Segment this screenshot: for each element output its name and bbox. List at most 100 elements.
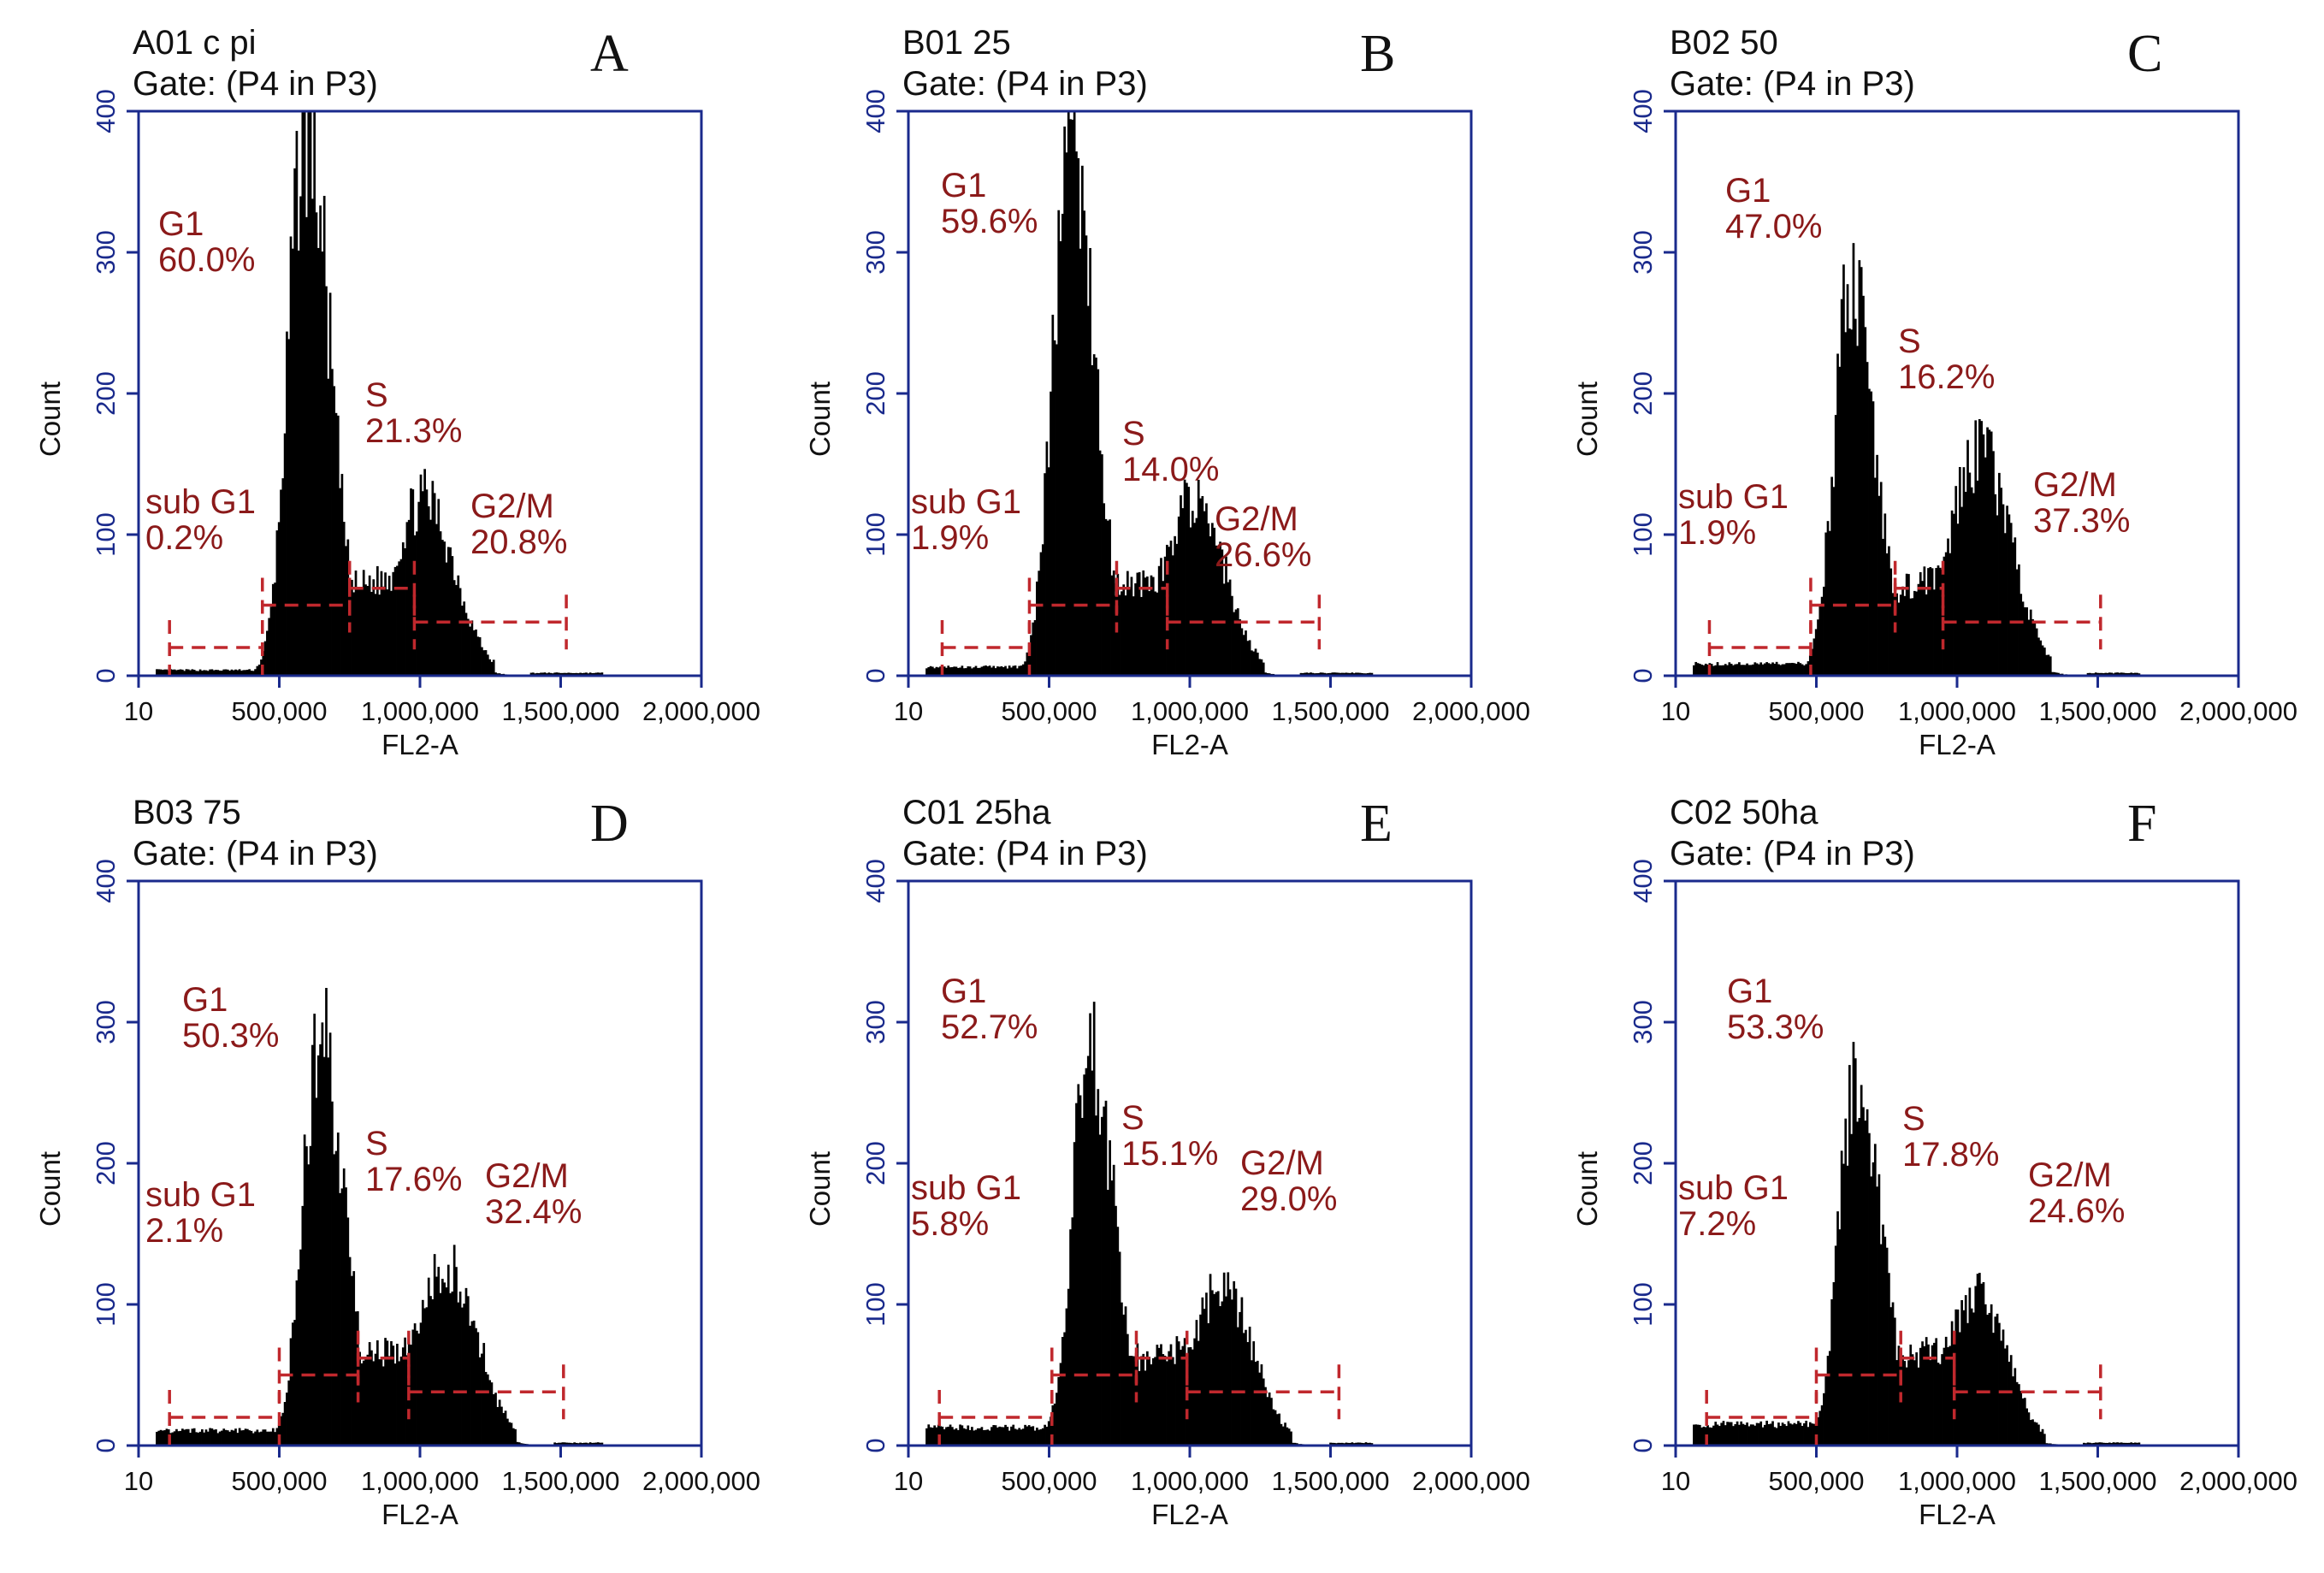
gate-label-sub-g1-pct: 0.2% [145, 519, 223, 557]
histogram-bar [179, 1430, 182, 1446]
histogram-plot: 0 100 200 300 400 10 500,000 1,000,000 1,500,000… [1571, 89, 2297, 760]
histogram-bar [307, 111, 310, 676]
histogram-bar [1811, 1423, 1813, 1446]
histogram-bar [1909, 1344, 1913, 1446]
histogram-bar [1974, 420, 1978, 676]
histogram-bar [274, 582, 276, 676]
gate-label-sub-g1-name: sub G1 [911, 483, 1021, 521]
histogram-bar [1826, 1356, 1830, 1446]
histogram-bar [1968, 472, 1972, 676]
histogram-bar [476, 636, 480, 676]
histogram-bar [1716, 1424, 1719, 1446]
histogram-bar [1231, 595, 1233, 676]
histogram-bar [351, 1275, 353, 1446]
gate-label-s-pct: 17.8% [1902, 1136, 1999, 1174]
histogram-bar [1000, 665, 1003, 676]
panel-sample-title: C02 50ha [1670, 794, 1818, 831]
histogram-bars [925, 111, 1374, 677]
histogram-bar [297, 250, 300, 676]
histogram-bar [1073, 111, 1076, 676]
histogram-bar [425, 489, 429, 676]
histogram-bar [514, 1428, 517, 1446]
histogram-bar [1361, 672, 1363, 676]
histogram-bar [1838, 1229, 1842, 1446]
histogram-bars [156, 111, 604, 677]
histogram-bar [565, 672, 568, 676]
histogram-bar [508, 1422, 512, 1446]
histogram-bar [1848, 1065, 1851, 1446]
histogram-bar [1724, 664, 1727, 676]
histogram-bar [1807, 1427, 1810, 1446]
histogram-bar [161, 1430, 164, 1446]
histogram-bar [962, 1428, 966, 1446]
histogram-bar [2124, 672, 2127, 676]
histogram-bar [1787, 1421, 1790, 1446]
histogram-bar [472, 1320, 476, 1446]
panel-letter: A [590, 25, 629, 83]
histogram-bar [2104, 1442, 2108, 1446]
x-tick-label: 1,000,000 [361, 1466, 479, 1496]
histogram-bar [1246, 641, 1250, 676]
histogram-bar [1911, 1354, 1914, 1446]
histogram-bar [157, 1430, 161, 1446]
histogram-bar [163, 1430, 166, 1446]
histogram-bar [1301, 672, 1304, 676]
histogram-bar [464, 612, 468, 676]
histogram-bar [446, 547, 450, 676]
histogram-bar [1911, 598, 1914, 676]
histogram-bar [159, 669, 163, 676]
histogram-plot: 0 100 200 300 400 10 500,000 1,000,000 1,500,000… [804, 859, 1530, 1530]
histogram-bar [198, 1431, 202, 1446]
histogram-bar [1882, 1224, 1884, 1446]
histogram-bar [935, 1427, 938, 1446]
histogram-bar [372, 1361, 376, 1446]
y-tick-label: 200 [860, 1141, 890, 1186]
histogram-bar [563, 672, 566, 676]
histogram-bar [2041, 1428, 2044, 1446]
histogram-bar [1065, 1308, 1068, 1446]
histogram-bar [1720, 665, 1724, 676]
histogram-bar [1943, 1347, 1946, 1446]
y-tick-label: 300 [860, 1000, 890, 1044]
histogram-bar [585, 1442, 588, 1446]
histogram-bar [1947, 538, 1949, 676]
histogram-bar [222, 669, 226, 676]
histogram-bar [575, 672, 578, 676]
histogram-bar [1112, 1164, 1115, 1446]
histogram-bar [1834, 1245, 1837, 1446]
histogram-bar [1885, 1247, 1889, 1446]
histogram-bar [1862, 295, 1865, 676]
y-tick-label: 300 [91, 230, 121, 275]
histogram-bar [2126, 1442, 2129, 1446]
histogram-bar [470, 620, 474, 676]
histogram-bar [1189, 527, 1192, 676]
histogram-bar [967, 1425, 970, 1446]
histogram-bar [1956, 1309, 1960, 1446]
gate-label-g1-name: G1 [158, 205, 204, 243]
histogram-bar [1759, 662, 1763, 676]
histogram-bar [2031, 618, 2034, 676]
histogram-bar [531, 672, 535, 676]
histogram-bar [1878, 1174, 1881, 1446]
histogram-bar [1905, 1367, 1908, 1446]
histogram-bar [1856, 1121, 1859, 1446]
histogram-bar [1765, 1420, 1768, 1446]
histogram-bar [1812, 638, 1816, 676]
histogram-bar [1002, 667, 1005, 676]
histogram-bar [226, 1430, 229, 1446]
histogram-bar [372, 579, 376, 676]
histogram-bar [1018, 665, 1021, 676]
histogram-bar [1718, 1426, 1721, 1446]
histogram-bar [254, 1431, 257, 1446]
histogram-bar [1103, 1106, 1106, 1446]
histogram-bar [378, 1359, 381, 1446]
histogram-bar [319, 1044, 322, 1446]
histogram-bar [1958, 1332, 1961, 1446]
histogram-bar [1245, 1329, 1247, 1446]
histogram-bar [945, 667, 948, 676]
x-tick-label: 1,500,000 [2039, 1466, 2157, 1496]
histogram-bar [1086, 1056, 1090, 1446]
histogram-bar [1016, 1429, 1019, 1446]
histogram-bar [988, 1430, 991, 1446]
histogram-bar [185, 1428, 188, 1446]
